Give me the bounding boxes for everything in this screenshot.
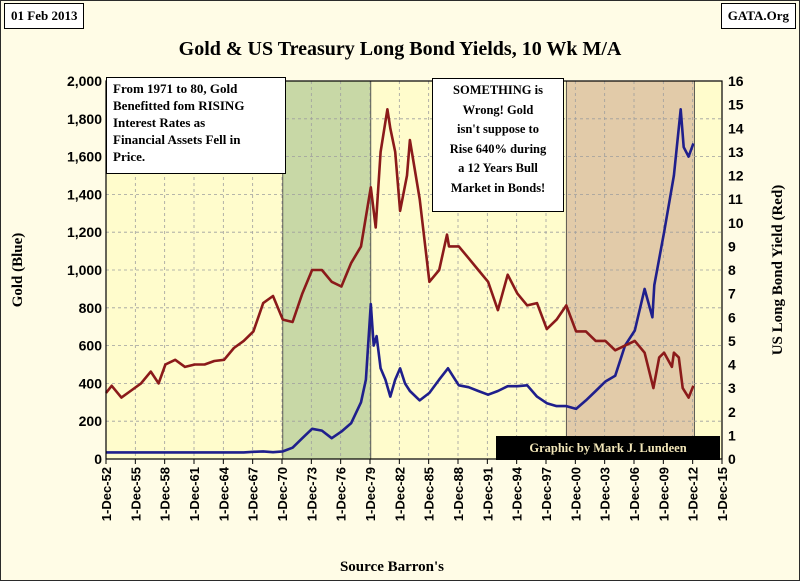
chart-title: Gold & US Treasury Long Bond Yields, 10 … — [179, 38, 622, 60]
y-left-tick-label: 1,000 — [67, 262, 102, 278]
x-tick-label: 1-Dec-00 — [568, 467, 583, 521]
x-tick-label: 1-Dec-61 — [187, 467, 202, 521]
annotation-left-note: From 1971 to 80, Gold Benefitted fom RIS… — [106, 77, 286, 174]
y-right-tick-label: 10 — [728, 215, 744, 231]
y-axis-right-label: US Long Bond Yield (Red) — [770, 185, 786, 356]
x-tick-label: 1-Dec-85 — [422, 467, 437, 521]
x-tick-label: 1-Dec-82 — [392, 467, 407, 521]
x-tick-label: 1-Dec-97 — [539, 467, 554, 521]
y-right-tick-label: 12 — [728, 168, 744, 184]
y-right-tick-label: 15 — [728, 97, 744, 113]
date-label: 01 Feb 2013 — [4, 3, 85, 29]
x-tick-label: 1-Dec-70 — [275, 467, 290, 521]
y-left-tick-label: 1,600 — [67, 149, 102, 165]
x-tick-label: 1-Dec-94 — [510, 466, 525, 521]
y-right-tick-label: 5 — [728, 333, 736, 349]
credit-label: Graphic by Mark J. Lundeen — [496, 436, 720, 460]
x-axis-label: Source Barron's — [340, 559, 444, 575]
y-left-tick-label: 1,800 — [67, 111, 102, 127]
x-tick-label: 1-Dec-52 — [99, 467, 114, 521]
x-tick-label: 1-Dec-91 — [480, 467, 495, 521]
y-axis-left-label: Gold (Blue) — [10, 233, 26, 308]
y-left-tick-label: 0 — [94, 451, 102, 467]
series-line-yield — [104, 108, 695, 399]
x-tick-label: 1-Dec-88 — [451, 467, 466, 521]
x-tick-label: 1-Dec-15 — [715, 467, 730, 521]
y-right-tick-label: 16 — [728, 73, 744, 89]
y-left-tick-label: 1,400 — [67, 186, 102, 202]
y-left-tick-label: 600 — [79, 338, 103, 354]
x-tick-label: 1-Dec-58 — [158, 467, 173, 521]
plot-border — [105, 80, 723, 460]
series-line-gold — [106, 108, 695, 454]
y-right-tick-label: 0 — [728, 451, 736, 467]
x-tick-label: 1-Dec-73 — [304, 467, 319, 521]
y-right-tick-label: 4 — [728, 357, 736, 373]
y-right-tick-label: 6 — [728, 309, 736, 325]
x-tick-label: 1-Dec-06 — [627, 467, 642, 521]
y-left-tick-label: 2,000 — [67, 73, 102, 89]
y-right-tick-label: 7 — [728, 286, 736, 302]
y-right-tick-label: 2 — [728, 404, 736, 420]
y-right-tick-label: 9 — [728, 238, 736, 254]
x-tick-label: 1-Dec-03 — [598, 467, 613, 521]
x-tick-label: 1-Dec-55 — [128, 467, 143, 521]
y-right-tick-label: 14 — [728, 120, 744, 136]
y-right-tick-label: 8 — [728, 262, 736, 278]
y-left-tick-label: 1,200 — [67, 224, 102, 240]
y-left-tick-label: 800 — [79, 300, 103, 316]
x-tick-label: 1-Dec-12 — [686, 467, 701, 521]
y-left-tick-label: 400 — [79, 375, 103, 391]
y-right-tick-label: 11 — [728, 191, 743, 207]
shaded-period-1 — [282, 80, 372, 460]
source-tag: GATA.Org — [720, 3, 796, 29]
x-tick-label: 1-Dec-09 — [656, 467, 671, 521]
x-tick-label: 1-Dec-79 — [363, 467, 378, 521]
y-right-tick-label: 1 — [728, 427, 736, 443]
x-tick-label: 1-Dec-76 — [334, 467, 349, 521]
y-right-tick-label: 3 — [728, 380, 736, 396]
y-right-tick-label: 13 — [728, 144, 744, 160]
x-tick-label: 1-Dec-64 — [216, 466, 231, 521]
x-tick-label: 1-Dec-67 — [246, 467, 261, 521]
annotation-right-note: SOMETHING is Wrong! Gold isn't suppose t… — [432, 78, 564, 212]
y-left-tick-label: 200 — [79, 413, 103, 429]
